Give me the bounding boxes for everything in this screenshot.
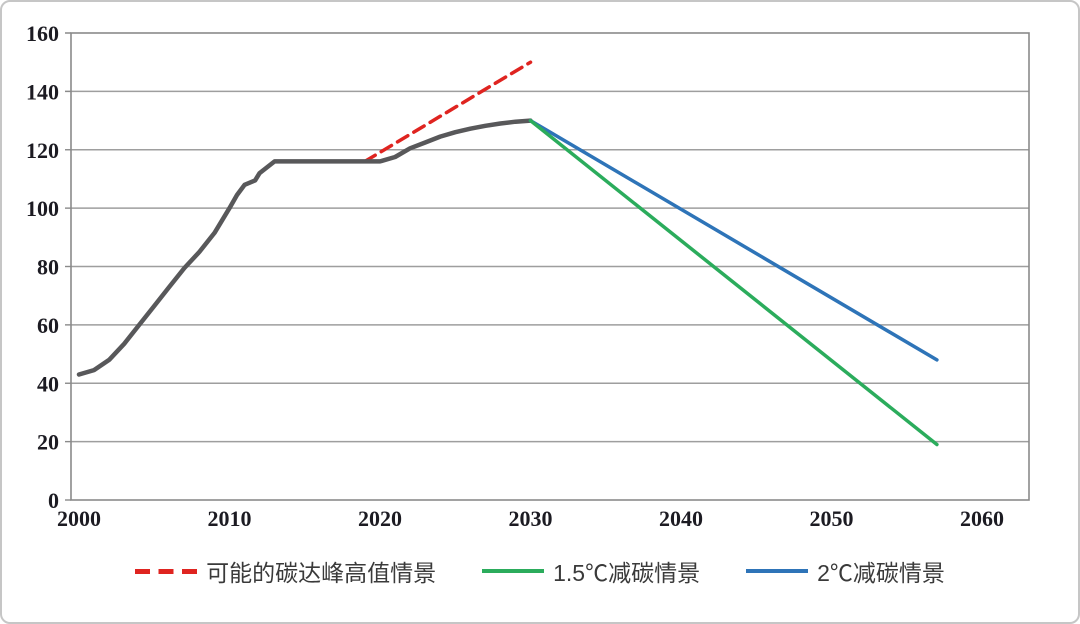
x-tick-label: 2040 [659, 506, 703, 531]
y-tick-label: 0 [48, 488, 59, 513]
legend-label-2c-scenario: 2℃减碳情景 [817, 560, 945, 586]
x-tick-label: 2060 [960, 506, 1004, 531]
red-dashed-line-sample [135, 568, 198, 574]
series-peak-high-scenario [363, 60, 533, 164]
y-tick-label: 100 [26, 196, 59, 221]
x-tick-label: 2050 [810, 506, 854, 531]
x-tick-label: 2030 [509, 506, 553, 531]
legend-item-peak-scenario: 可能的碳达峰高值情景 [135, 554, 436, 588]
blue-line-sample [746, 569, 809, 573]
x-tick-label: 2010 [208, 506, 252, 531]
series-2c-scenario [528, 118, 939, 362]
y-tick-label: 20 [37, 430, 59, 455]
y-tick-label: 140 [26, 79, 59, 104]
legend-item-2c-scenario: 2℃减碳情景 [746, 554, 945, 588]
chart-legend: 可能的碳达峰高值情景 1.5℃减碳情景 2℃减碳情景 [2, 554, 1078, 588]
legend-label-peak-scenario: 可能的碳达峰高值情景 [206, 560, 437, 586]
x-tick-label: 2000 [57, 506, 101, 531]
y-tick-label: 80 [37, 255, 59, 280]
legend-label-1p5c-scenario: 1.5℃减碳情景 [553, 560, 701, 586]
y-tick-label: 160 [26, 21, 59, 46]
y-tick-label: 60 [37, 313, 59, 338]
y-tick-label: 40 [37, 371, 59, 396]
series-historical-emissions [76, 118, 533, 377]
x-tick-label: 2020 [358, 506, 402, 531]
green-line-sample [482, 569, 545, 573]
legend-item-1p5c-scenario: 1.5℃减碳情景 [482, 554, 700, 588]
y-tick-label: 120 [26, 138, 59, 163]
plot-border [70, 32, 1030, 501]
series-1p5c-scenario [528, 118, 939, 447]
